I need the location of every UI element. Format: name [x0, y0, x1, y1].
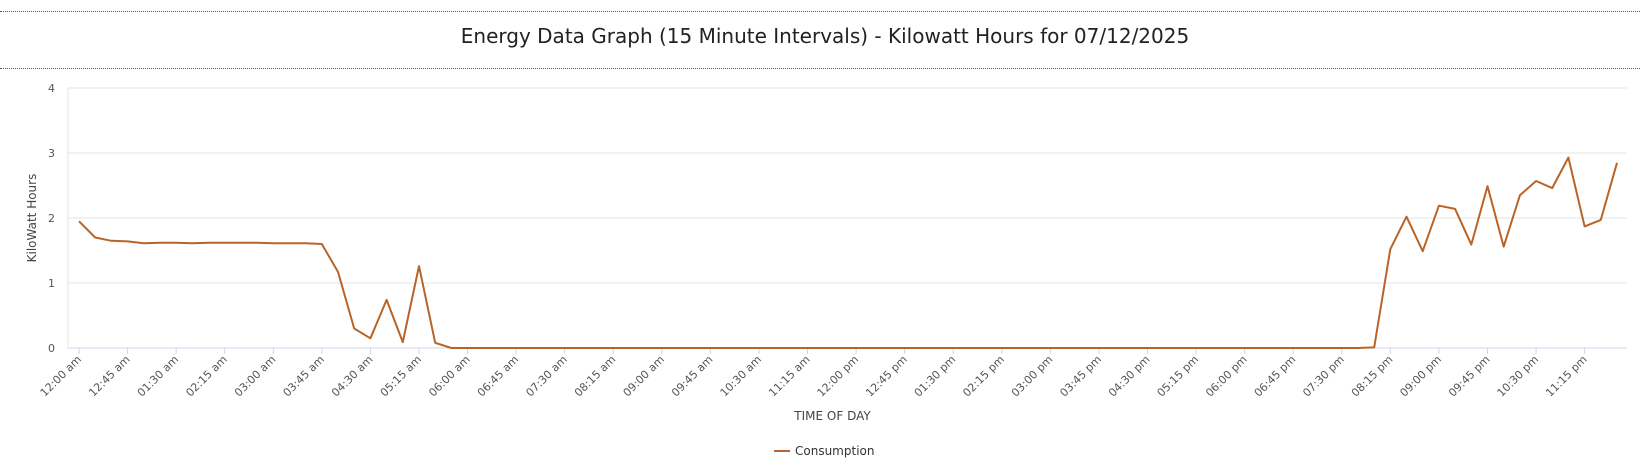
x-tick-label: 09:00 pm [1397, 353, 1444, 400]
x-tick-label: 11:15 pm [1543, 353, 1590, 400]
x-tick-label: 08:15 pm [1349, 353, 1396, 400]
x-tick-label: 06:00 am [426, 353, 472, 399]
x-tick-label: 09:45 pm [1446, 353, 1493, 400]
y-tick-label: 2 [48, 212, 55, 225]
x-tick-label: 01:30 am [135, 353, 181, 399]
y-tick-label: 1 [48, 277, 55, 290]
legend-label-consumption: Consumption [795, 444, 874, 458]
x-tick-label: 12:00 am [38, 353, 84, 399]
x-tick-label: 03:45 pm [1057, 353, 1104, 400]
x-tick-label: 05:15 am [378, 353, 424, 399]
x-tick-label: 06:45 am [475, 353, 521, 399]
x-tick-label: 07:30 pm [1300, 353, 1347, 400]
x-tick-label: 06:00 pm [1203, 353, 1250, 400]
x-axis-label: TIME OF DAY [793, 409, 871, 423]
chart-title: Energy Data Graph (15 Minute Intervals) … [460, 24, 1190, 48]
x-tick-label: 02:15 pm [960, 353, 1007, 400]
x-tick-label: 08:15 am [572, 353, 618, 399]
x-tick-label: 01:30 pm [912, 353, 959, 400]
x-tick-label: 10:30 pm [1495, 353, 1542, 400]
x-tick-label: 06:45 pm [1252, 353, 1299, 400]
y-tick-label: 0 [48, 342, 55, 355]
x-tick-label: 11:15 am [766, 353, 812, 399]
x-tick-label: 12:45 pm [863, 353, 910, 400]
x-tick-label: 03:45 am [281, 353, 327, 399]
x-tick-label: 04:30 pm [1106, 353, 1153, 400]
x-axis-ticks: 12:00 am 12:45 am 01:30 am 02:15 am 03:00 am… [38, 348, 1590, 400]
top-divider [0, 11, 1640, 12]
y-axis-label: KiloWatt Hours [25, 174, 39, 263]
title-divider [0, 68, 1640, 69]
x-tick-label: 12:00 pm [815, 353, 862, 400]
x-tick-label: 04:30 am [329, 353, 375, 399]
x-tick-label: 07:30 am [523, 353, 569, 399]
x-tick-label: 05:15 pm [1155, 353, 1202, 400]
grid-lines [68, 87, 1627, 284]
x-tick-label: 03:00 am [232, 353, 278, 399]
y-tick-label: 4 [48, 82, 55, 95]
x-tick-label: 09:00 am [621, 353, 667, 399]
y-axis-ticks: 0 1 2 3 4 [48, 82, 55, 355]
legend[interactable]: Consumption [774, 444, 874, 458]
x-tick-label: 10:30 am [718, 353, 764, 399]
x-tick-label: 12:45 am [86, 353, 132, 399]
x-tick-label: 03:00 pm [1009, 353, 1056, 400]
y-tick-label: 3 [48, 147, 55, 160]
x-tick-label: 02:15 am [183, 353, 229, 399]
series-line-consumption [78, 156, 1618, 349]
x-tick-label: 09:45 am [669, 353, 715, 399]
